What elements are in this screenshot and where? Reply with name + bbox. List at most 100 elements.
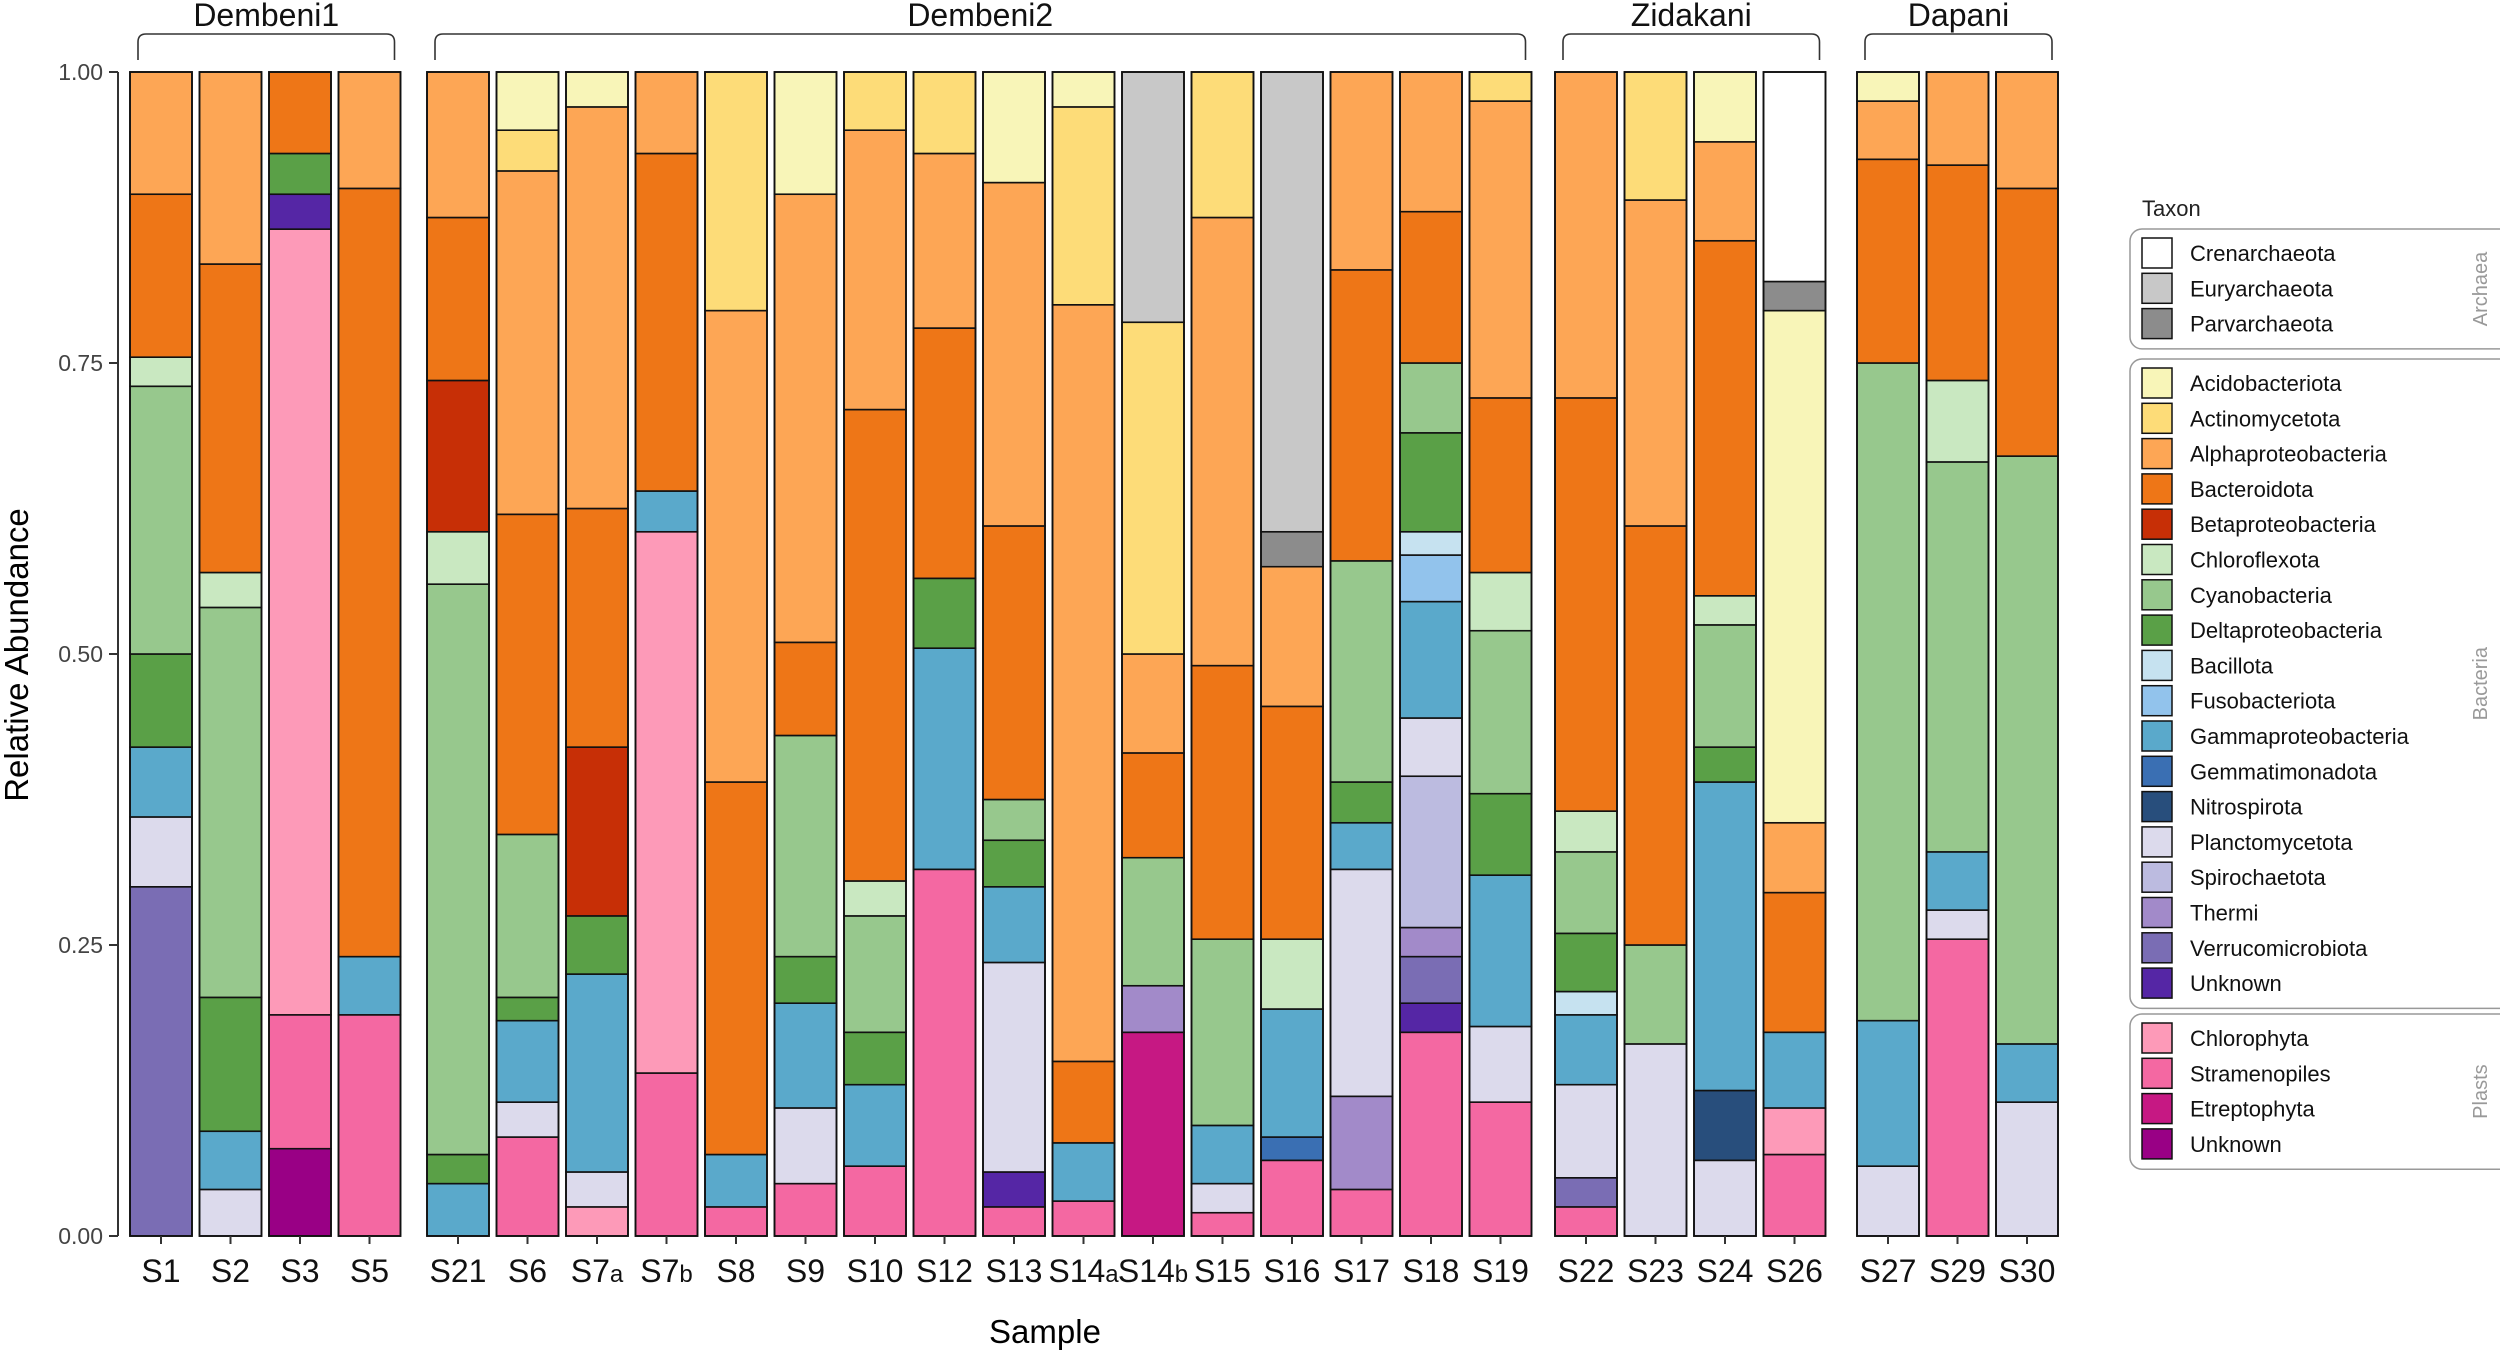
bar-segment-alphaproteobacteria (773, 193, 838, 644)
x-tick-label: S14b (1118, 1253, 1188, 1289)
bar-segment-bacteroidota (268, 71, 332, 155)
x-tick-label: S1 (141, 1253, 180, 1289)
bar-segment-deltaproteobacteria (1468, 792, 1533, 876)
bar-segment-gammaproteobacteria (1925, 851, 1990, 911)
bar-s1 (129, 71, 193, 1237)
site-group-bracket (1864, 33, 2053, 60)
legend-swatch (2141, 684, 2173, 717)
bar-segment-gammaproteobacteria (198, 1130, 263, 1191)
x-tick-main: S24 (1697, 1253, 1754, 1289)
bar-segment-stramenopiles (1190, 1211, 1255, 1237)
x-tick-main: S22 (1558, 1253, 1615, 1289)
bar-segment-alphaproteobacteria (1468, 100, 1533, 399)
bar-segment-bacteroidota (704, 781, 768, 1156)
bar-segment-bacteroidota (1468, 397, 1533, 574)
bar-segment-deltaproteobacteria (982, 839, 1046, 888)
x-tick-label: S22 (1558, 1253, 1615, 1289)
x-tick-label: S7b (640, 1253, 693, 1289)
bar-segment-gammaproteobacteria (1399, 600, 1463, 719)
site-group-dembeni2: Dembeni2 (434, 0, 1527, 60)
legend-item-unknown: Unknown (2141, 1128, 2282, 1160)
bar-s29 (1925, 71, 1990, 1237)
x-tick-label: S3 (280, 1253, 319, 1289)
bar-segment-planctomycetota (773, 1107, 838, 1185)
legend-item-cyanobacteria: Cyanobacteria (2141, 579, 2333, 611)
legend-label: Spirochaetota (2190, 865, 2327, 890)
bar-segment-stramenopiles (1925, 938, 1990, 1237)
bar-s14a (1051, 71, 1116, 1237)
bar-segment-alphaproteobacteria (198, 71, 263, 265)
bar-segment-actinomycetota (912, 71, 977, 155)
bar-segment-verrucomicrobiota (1399, 955, 1463, 1005)
bar-segment-parvarchaeota (1762, 280, 1827, 312)
x-tick-label: S8 (716, 1253, 755, 1289)
bar-s3 (268, 71, 332, 1237)
site-group-bracket (1562, 33, 1821, 60)
legend-swatch (2141, 272, 2173, 305)
bar-segment-bacteroidota (198, 263, 263, 574)
legend-label: Chloroflexota (2190, 548, 2320, 573)
bar-segment-chloroflexota (1468, 571, 1533, 632)
site-group-label: Zidakani (1631, 0, 1752, 33)
bar-segment-alphaproteobacteria (1190, 216, 1255, 667)
bar-segment-betaproteobacteria (426, 379, 490, 533)
bar-segment-gammaproteobacteria (1856, 1019, 1920, 1167)
legend-label: Bacteroidota (2190, 477, 2314, 502)
x-tick-main: S23 (1627, 1253, 1684, 1289)
bar-segment-gammaproteobacteria (843, 1083, 907, 1167)
bar-segment-planctomycetota (1190, 1182, 1255, 1214)
bar-segment-actinomycetota (1190, 71, 1255, 219)
bar-segment-alphaproteobacteria (129, 71, 193, 196)
x-tick-sub: a (1105, 1261, 1119, 1288)
legend-item-acidobacteriota: Acidobacteriota (2141, 367, 2342, 399)
x-tick-label: S5 (350, 1253, 389, 1289)
bar-segment-euryarchaeota (1260, 71, 1324, 533)
legend-group-archaea: Archaea Crenarchaeota Euryarchaeota Parvarc… (2129, 228, 2500, 350)
bar-segment-cyanobacteria (1693, 624, 1757, 748)
bar-segment-stramenopiles (1762, 1153, 1827, 1237)
bar-segment-alphaproteobacteria (1260, 565, 1324, 708)
site-group-dapani: Dapani (1864, 0, 2053, 60)
bar-segment-gammaproteobacteria (634, 490, 699, 533)
bar-segment-deltaproteobacteria (773, 955, 838, 1005)
bar-segment-acidobacteriota (565, 71, 629, 108)
bar-segment-actinomycetota (1623, 71, 1688, 201)
bar-segment-stramenopiles (1329, 1188, 1394, 1237)
legend-item-actinomycetota: Actinomycetota (2141, 402, 2341, 435)
bar-s24 (1693, 71, 1757, 1237)
x-tick-main: S6 (508, 1253, 547, 1289)
bar-segment-bacteroidota (843, 408, 907, 882)
bar-segment-alphaproteobacteria (495, 170, 560, 516)
bar-segment-gammaproteobacteria (495, 1019, 560, 1103)
bar-segment-chloroflexota (1693, 594, 1757, 626)
bar-segment-planctomycetota (1925, 909, 1990, 940)
legend-label: Alphaproteobacteria (2190, 442, 2388, 467)
bar-segment-planctomycetota (565, 1171, 629, 1208)
bar-segment-crenarchaeota (1762, 71, 1827, 283)
bar-s15 (1190, 71, 1255, 1237)
bar-segment-bacteroidota (129, 193, 193, 358)
bar-segment-bacteroidota (1554, 397, 1618, 812)
x-tick-main: S15 (1194, 1253, 1251, 1289)
bar-segment-cyanobacteria (982, 798, 1046, 842)
legend-label: Unknown (2190, 1132, 2282, 1157)
bar-s13 (982, 71, 1046, 1237)
x-tick-label: S26 (1766, 1253, 1823, 1289)
legend-label: Unknown (2190, 971, 2282, 996)
site-group-headers: Dembeni1 Dembeni2 Zidakani Dapani (137, 0, 2053, 60)
bar-segment-stramenopiles (495, 1136, 560, 1237)
bar-segment-alphaproteobacteria (912, 152, 977, 329)
bar-segment-cyanobacteria (843, 915, 907, 1034)
bar-segment-gammaproteobacteria (1693, 781, 1757, 1092)
x-tick-main: S17 (1333, 1253, 1390, 1289)
bar-segment-verrucomicrobiota (1554, 1177, 1618, 1208)
bar-segment-chloroflexota (1925, 379, 1990, 463)
legend-swatch (2141, 543, 2173, 576)
bar-segment-alphaproteobacteria (1329, 71, 1394, 271)
legend-group-panel (2129, 358, 2500, 1010)
bar-segment-betaproteobacteria (565, 746, 629, 917)
x-tick-main: S2 (211, 1253, 250, 1289)
bar-segment-bacteroidota (1399, 210, 1463, 364)
bar-segment-cyanobacteria (1623, 944, 1688, 1045)
